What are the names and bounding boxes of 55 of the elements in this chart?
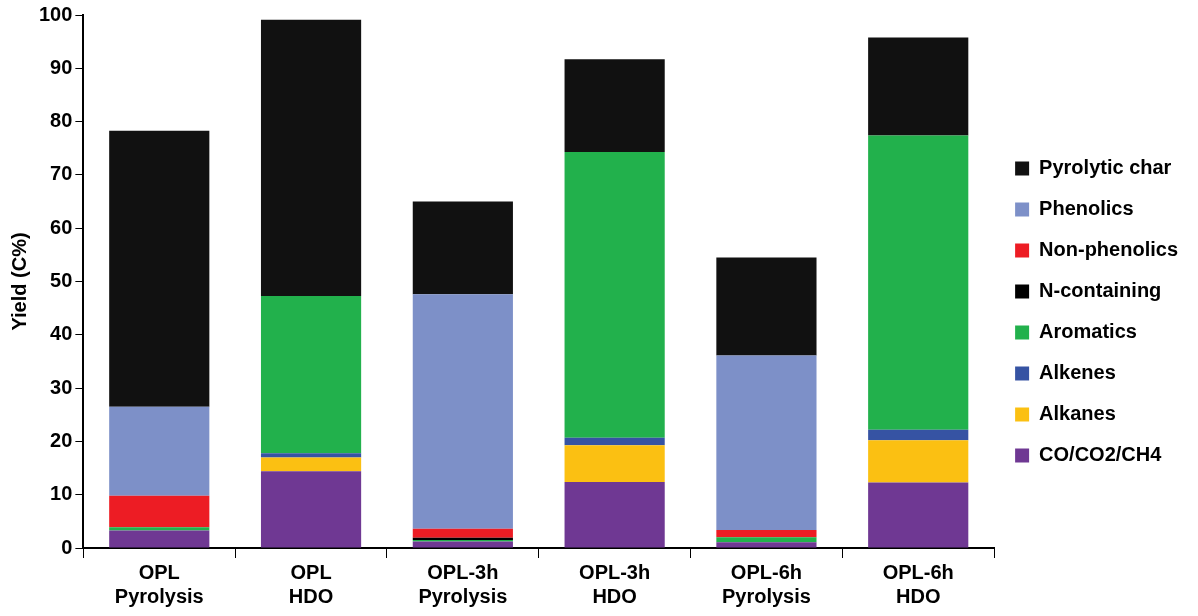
legend-label: Alkenes xyxy=(1039,361,1116,384)
y-tick-label: 90 xyxy=(50,55,73,78)
y-tick-label: 0 xyxy=(61,535,73,558)
legend-label: Phenolics xyxy=(1039,197,1134,220)
bar xyxy=(412,541,513,548)
bar xyxy=(868,37,969,136)
bar xyxy=(412,528,513,538)
bar xyxy=(716,257,817,356)
bar xyxy=(109,530,210,548)
bar xyxy=(260,457,362,472)
legend-label: CO/CO2/CH4 xyxy=(1039,443,1163,466)
bar xyxy=(412,294,513,529)
bar xyxy=(109,406,210,496)
y-tick-label: 40 xyxy=(50,322,73,345)
y-tick-label: 100 xyxy=(38,2,73,25)
y-tick-label: 70 xyxy=(50,162,73,185)
bar xyxy=(716,542,817,548)
x-tick-label: OPL HDO xyxy=(288,560,334,607)
legend-label: Alkanes xyxy=(1039,402,1116,425)
legend-label: N-containing xyxy=(1039,279,1162,302)
x-tick-label: OPL-6h Pyrolysis xyxy=(721,560,811,607)
bar xyxy=(564,437,665,446)
legend-label: Non-phenolics xyxy=(1039,238,1178,261)
y-tick-label: 80 xyxy=(50,109,73,132)
y-tick-label: 20 xyxy=(50,428,73,451)
bar xyxy=(260,471,362,548)
x-tick-label: OPL-6h HDO xyxy=(882,560,954,607)
bar xyxy=(564,151,665,438)
x-tick-label: OPL-3h HDO xyxy=(579,560,651,607)
bar xyxy=(716,529,817,538)
y-tick-label: 30 xyxy=(50,375,73,398)
bar xyxy=(412,201,513,295)
bar xyxy=(260,19,362,296)
bar xyxy=(109,130,210,407)
bar xyxy=(868,440,969,483)
y-tick-label: 50 xyxy=(50,269,73,292)
y-tick-label: 10 xyxy=(50,482,73,505)
bar xyxy=(868,135,969,430)
bar xyxy=(868,482,969,548)
y-axis-title: Yield (C%) xyxy=(7,232,30,331)
legend-label: Pyrolytic char xyxy=(1039,156,1172,179)
x-tick-label: OPL Pyrolysis xyxy=(114,560,204,607)
bar xyxy=(109,495,210,528)
x-tick-label: OPL-3h Pyrolysis xyxy=(418,560,508,607)
bar xyxy=(868,429,969,441)
legend-label: Aromatics xyxy=(1039,320,1137,343)
bar xyxy=(716,355,817,530)
bar xyxy=(564,59,665,152)
bar xyxy=(564,445,665,482)
bar xyxy=(260,295,362,454)
y-tick-label: 60 xyxy=(50,215,73,238)
bar xyxy=(109,527,210,531)
bar xyxy=(716,537,817,543)
bar xyxy=(260,453,362,458)
bar xyxy=(564,481,665,548)
